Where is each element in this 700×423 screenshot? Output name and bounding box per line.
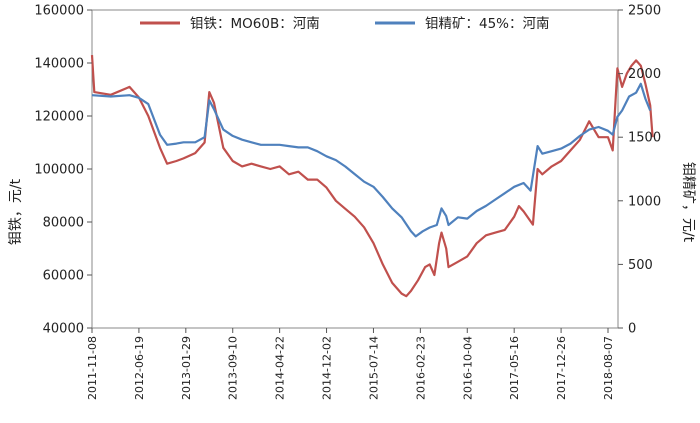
- y-left-tick-label: 60000: [43, 269, 84, 284]
- y-right-tick-label: 1000: [628, 194, 661, 209]
- x-tick-label: 2014-12-02: [321, 336, 334, 400]
- x-tick-label: 2016-02-23: [414, 336, 427, 400]
- y-left-tick-label: 120000: [34, 110, 84, 125]
- x-tick-label: 2013-01-29: [180, 336, 193, 400]
- x-tick-label: 2014-04-22: [274, 336, 287, 400]
- x-tick-label: 2011-11-08: [86, 336, 99, 400]
- axis-layer: 40000 60000 80000 100000 120000 140000 160000 0…: [34, 4, 661, 400]
- y-right-tick-label: 2000: [628, 67, 661, 82]
- y-left-axis-label: 钼铁，元/t: [8, 178, 24, 245]
- legend-label-concentrate: 钼精矿：45%：河南: [425, 16, 550, 32]
- y-right-tick-label: 2500: [628, 4, 661, 19]
- y-right-tick-label: 0: [628, 322, 636, 337]
- legend: 钼铁：MO60B：河南 钼精矿：45%：河南: [140, 16, 550, 32]
- y-left-tick-label: 80000: [43, 216, 84, 231]
- x-tick-label: 2017-12-26: [555, 336, 568, 400]
- legend-label-ferromoly: 钼铁：MO60B：河南: [190, 16, 320, 32]
- y-right-tick-label: 1500: [628, 131, 661, 146]
- x-tick-label: 2017-05-16: [508, 336, 521, 400]
- x-tick-label: 2013-09-10: [227, 336, 240, 400]
- x-tick-label: 2012-06-19: [133, 336, 146, 400]
- plot-border: [91, 9, 619, 329]
- x-tick-label: 2018-08-07: [602, 336, 615, 400]
- y-right-tick-label: 500: [628, 258, 653, 273]
- series-line-concentrate: [91, 82, 652, 238]
- y-right-axis-label: 钼精矿，元/t: [680, 162, 696, 243]
- y-left-tick-label: 140000: [34, 57, 84, 72]
- y-left-tick-label: 100000: [34, 163, 84, 178]
- y-left-tick-label: 40000: [43, 322, 84, 337]
- series-line-ferromoly: [90, 55, 654, 298]
- x-tick-label: 2015-07-14: [367, 336, 380, 400]
- x-tick-label: 2016-10-04: [461, 336, 474, 400]
- series-layer: [90, 55, 654, 298]
- plot-frame: [91, 9, 619, 329]
- y-left-tick-label: 160000: [34, 4, 84, 19]
